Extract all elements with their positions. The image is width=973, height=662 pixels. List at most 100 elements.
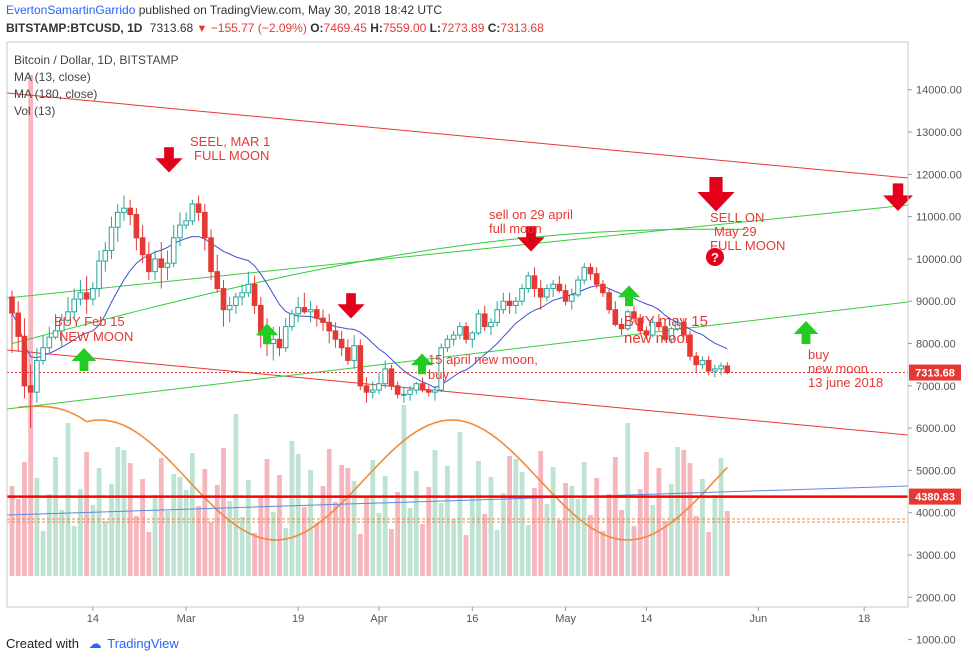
candle (506, 292, 513, 314)
volume-bar (9, 486, 15, 576)
volume-bar (650, 505, 656, 576)
candle (52, 313, 59, 340)
annotation-apr15: 15 april new moon, (428, 352, 538, 367)
volume-bar (102, 521, 108, 576)
candle (121, 195, 127, 221)
sell-arrow-mar30 (337, 293, 365, 319)
candle (581, 263, 588, 285)
legend-ma13: MA (13, close) (14, 70, 91, 84)
candle (693, 351, 700, 374)
candle-body (525, 275, 532, 290)
volume-bar (426, 487, 432, 576)
candle (251, 275, 258, 314)
annotation-sell-on: SELL ON (710, 210, 764, 225)
annotation-new-moon-jun13: new moon (808, 361, 868, 376)
volume-bar (270, 512, 276, 576)
candle-body (139, 237, 146, 256)
candle (77, 280, 84, 306)
tradingview-link[interactable]: TradingView (107, 636, 179, 651)
candle-body (556, 283, 563, 292)
candle (699, 356, 706, 369)
volume-bar (221, 448, 226, 576)
volume-bar (308, 470, 313, 576)
last-price-label: 7313.68 (909, 364, 961, 381)
candle-body (519, 288, 525, 302)
candle (21, 318, 28, 399)
candle-body (189, 203, 196, 222)
volume-bar (140, 479, 146, 576)
candle (680, 318, 687, 340)
tradingview-logo-icon[interactable]: ☁ (88, 636, 102, 651)
candle (158, 242, 165, 289)
candle-body (295, 307, 301, 315)
volume-bar (532, 488, 537, 576)
last-price: 7313.68 (149, 21, 194, 35)
candle-body (313, 309, 320, 319)
candle-body (21, 335, 28, 387)
candle-body (513, 300, 519, 306)
candle-body (282, 326, 289, 349)
volume-bar (662, 521, 668, 576)
open-label: O: (310, 21, 324, 35)
candle-body (121, 207, 127, 213)
y-tick-label: 1000.00 (916, 635, 956, 647)
candle-body (425, 389, 432, 393)
volume-bar (438, 503, 444, 576)
price-label-bg (909, 488, 961, 505)
volume-bar (53, 457, 58, 576)
candle-body (276, 338, 283, 349)
close-label: C: (487, 21, 501, 35)
candle-body (444, 338, 451, 349)
candle-body (712, 368, 718, 372)
candle-body (649, 321, 656, 336)
candle-body (394, 385, 401, 395)
candle (606, 288, 612, 314)
volume-ma-layer (18, 405, 728, 541)
y-tick-label: 13000.00 (916, 127, 962, 139)
volume-bar (706, 532, 712, 576)
y-tick-label: 5000.00 (916, 465, 956, 477)
candle (687, 330, 693, 361)
candle (369, 381, 376, 399)
annotation-may29: May 29 (714, 224, 757, 239)
volume-bar (351, 481, 357, 576)
candle-body (164, 262, 171, 268)
candle-body (307, 309, 314, 313)
candle-body (550, 283, 556, 290)
candle (382, 360, 388, 388)
volume-bar (376, 513, 382, 576)
legend-ma180: MA (180, close) (14, 87, 97, 101)
candle-body (618, 323, 625, 330)
candle-body (239, 292, 245, 298)
volume-bar (612, 457, 618, 576)
candle (133, 208, 140, 251)
candle (226, 296, 233, 323)
buy-arrow-feb15 (71, 348, 97, 371)
volume-bar (283, 528, 289, 576)
volume-bar (258, 496, 264, 576)
author-link[interactable]: EvertonSamartinGarrido (6, 3, 136, 17)
volume-bar (395, 492, 401, 576)
price-change: −155.77 (−2.09%) (210, 21, 307, 35)
candle (127, 199, 133, 226)
y-tick-label: 7000.00 (916, 381, 956, 393)
candle-body (531, 275, 538, 290)
volume-bar (127, 463, 133, 576)
candle-body (357, 345, 364, 387)
ma180-line (11, 228, 746, 344)
candle-body (27, 385, 34, 393)
candle (320, 309, 326, 331)
candle (631, 305, 637, 323)
candle-body (133, 214, 140, 239)
candle (338, 330, 345, 357)
candle-body (77, 292, 84, 300)
candle (450, 330, 457, 346)
volume-bar (28, 75, 34, 576)
candle (177, 212, 183, 247)
candle (624, 309, 631, 331)
sell-arrow-may29 (697, 177, 735, 212)
annotation-new-moon-feb15: NEW MOON (59, 329, 133, 344)
x-tick-label: Mar (177, 613, 196, 625)
candle-body (226, 304, 233, 311)
